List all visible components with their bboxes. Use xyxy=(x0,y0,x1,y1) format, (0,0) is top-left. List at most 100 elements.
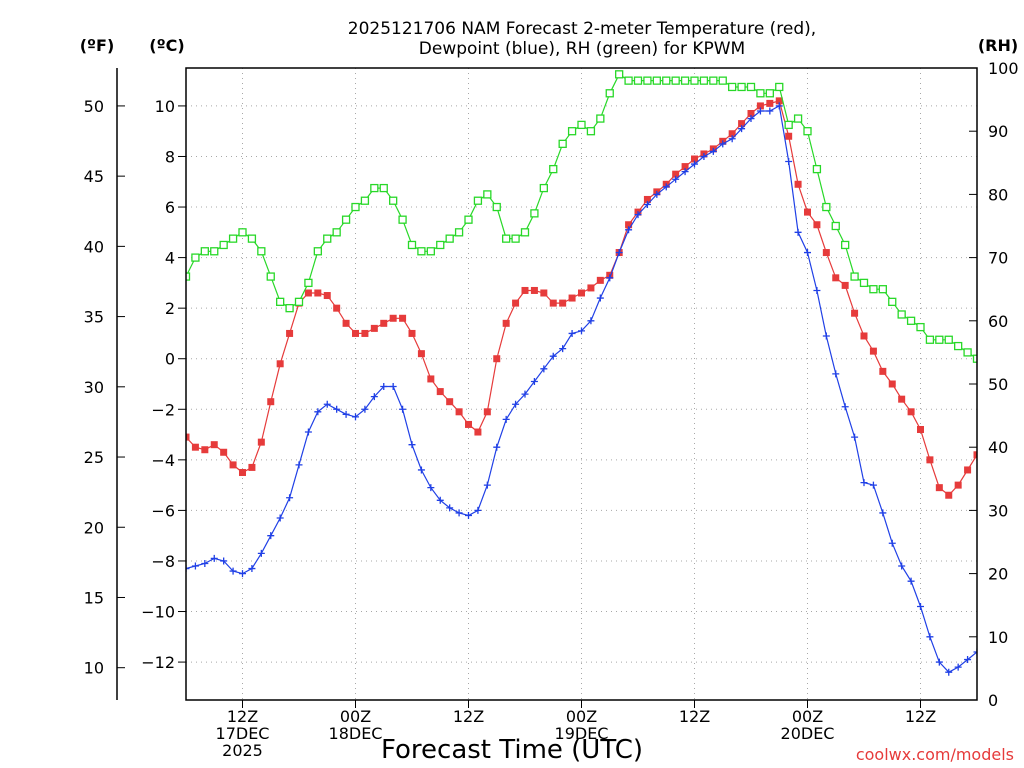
relative-humidity-point xyxy=(473,196,483,205)
relative-humidity-point xyxy=(906,316,916,325)
dewpoint-point xyxy=(512,400,520,408)
relative-humidity-point xyxy=(247,234,257,243)
relative-humidity-point xyxy=(954,341,963,351)
relative-humidity-point xyxy=(558,139,567,148)
chart-title-line2: Dewpoint (blue), RH (green) for KPWM xyxy=(419,39,745,59)
relative-humidity-point xyxy=(389,196,398,205)
rh-unit-label: (RH) xyxy=(978,36,1018,55)
relative-humidity-point xyxy=(285,304,294,313)
temperature-point xyxy=(380,319,388,327)
relative-humidity-point xyxy=(699,76,709,85)
temperature-point xyxy=(370,324,378,332)
dewpoint-point xyxy=(578,327,585,335)
celsius-tick-label: −4 xyxy=(151,451,175,470)
relative-humidity-point xyxy=(633,76,643,85)
celsius-tick-label: 8 xyxy=(165,147,175,166)
relative-humidity-point xyxy=(398,215,407,224)
relative-humidity-point xyxy=(925,335,935,344)
relative-humidity-point xyxy=(257,247,266,256)
relative-humidity-point xyxy=(341,215,351,224)
dewpoint-point xyxy=(606,274,614,282)
temperature-point xyxy=(512,299,520,307)
temperature-point xyxy=(408,329,416,337)
rh-tick-label: 20 xyxy=(988,565,1008,584)
dewpoint-point xyxy=(257,549,265,557)
temperature-point xyxy=(483,408,491,416)
relative-humidity-point xyxy=(643,76,652,85)
temperature-point xyxy=(474,428,482,436)
temperature-point xyxy=(898,395,906,403)
relative-humidity-point xyxy=(690,76,699,85)
fahrenheit-tick-label: 20 xyxy=(84,518,104,537)
relative-humidity-point xyxy=(370,183,379,193)
dewpoint-point xyxy=(530,377,538,385)
dewpoint-point xyxy=(822,332,830,340)
temperature-point xyxy=(691,155,698,163)
temperature-point xyxy=(286,329,294,337)
dewpoint-point xyxy=(785,158,793,166)
dewpoint-point xyxy=(436,496,444,504)
temperature-point xyxy=(220,448,228,456)
dewpoint-point xyxy=(295,461,303,469)
temperature-point xyxy=(945,491,953,499)
temperature-point xyxy=(954,481,962,489)
relative-humidity-point xyxy=(577,120,586,130)
relative-humidity-point xyxy=(624,76,633,85)
dewpoint-point xyxy=(794,228,802,236)
celsius-tick-label: −6 xyxy=(151,501,175,520)
relative-humidity-point xyxy=(680,76,690,85)
temperature-point xyxy=(502,319,510,327)
relative-humidity-point xyxy=(539,183,548,193)
temperature-point xyxy=(851,309,859,317)
dewpoint-point xyxy=(945,668,953,676)
temperature-point xyxy=(625,221,633,229)
celsius-tick-label: −8 xyxy=(151,552,175,571)
dewpoint-point xyxy=(700,152,708,160)
relative-humidity-point xyxy=(228,234,238,243)
temperature-point xyxy=(417,350,425,358)
fahrenheit-tick-label: 40 xyxy=(84,237,104,256)
dewpoint-point xyxy=(596,294,604,302)
relative-humidity-point xyxy=(266,272,275,281)
x-tick-label: 00Z xyxy=(340,707,371,726)
relative-humidity-point xyxy=(869,285,878,294)
relative-humidity-line xyxy=(186,73,977,360)
relative-humidity-point xyxy=(662,76,671,85)
temperature-point xyxy=(455,408,463,416)
x-tick-label: 00Z xyxy=(566,707,597,726)
dewpoint-point xyxy=(276,514,284,522)
dewpoint-point xyxy=(653,190,661,198)
dewpoint-point xyxy=(625,226,633,234)
dewpoint-point xyxy=(540,365,548,373)
celsius-tick-label: 2 xyxy=(165,299,175,318)
temperature-point xyxy=(304,289,312,297)
relative-humidity-point xyxy=(586,127,596,136)
temperature-point xyxy=(681,163,689,171)
dewpoint-point xyxy=(935,658,943,666)
chart-title-line1: 2025121706 NAM Forecast 2-meter Temperat… xyxy=(348,19,816,39)
dewpoint-point xyxy=(709,147,717,155)
relative-humidity-point xyxy=(417,247,426,256)
temperature-point xyxy=(869,347,877,355)
relative-humidity-point xyxy=(944,335,953,344)
dewpoint-point xyxy=(851,433,859,441)
dewpoint-point xyxy=(869,481,877,489)
temperature-point xyxy=(361,329,369,337)
relative-humidity-point xyxy=(530,209,539,218)
dewpoint-point xyxy=(917,602,924,610)
dewpoint-point xyxy=(691,160,698,168)
x-tick-label: 2025 xyxy=(222,741,263,760)
dewpoint-point xyxy=(964,656,972,664)
dewpoint-point xyxy=(455,509,463,517)
dewpoint-point xyxy=(352,413,359,421)
relative-humidity-point xyxy=(812,164,822,174)
dewpoint-point xyxy=(879,509,887,517)
temperature-point xyxy=(210,441,218,449)
rh-tick-label: 50 xyxy=(988,375,1008,394)
rh-tick-label: 90 xyxy=(988,122,1008,141)
dewpoint-point xyxy=(672,175,680,183)
x-tick-label: 17DEC xyxy=(216,724,270,743)
relative-humidity-point xyxy=(718,76,727,85)
relative-humidity-point xyxy=(294,297,304,306)
celsius-tick-label: −2 xyxy=(151,400,175,419)
